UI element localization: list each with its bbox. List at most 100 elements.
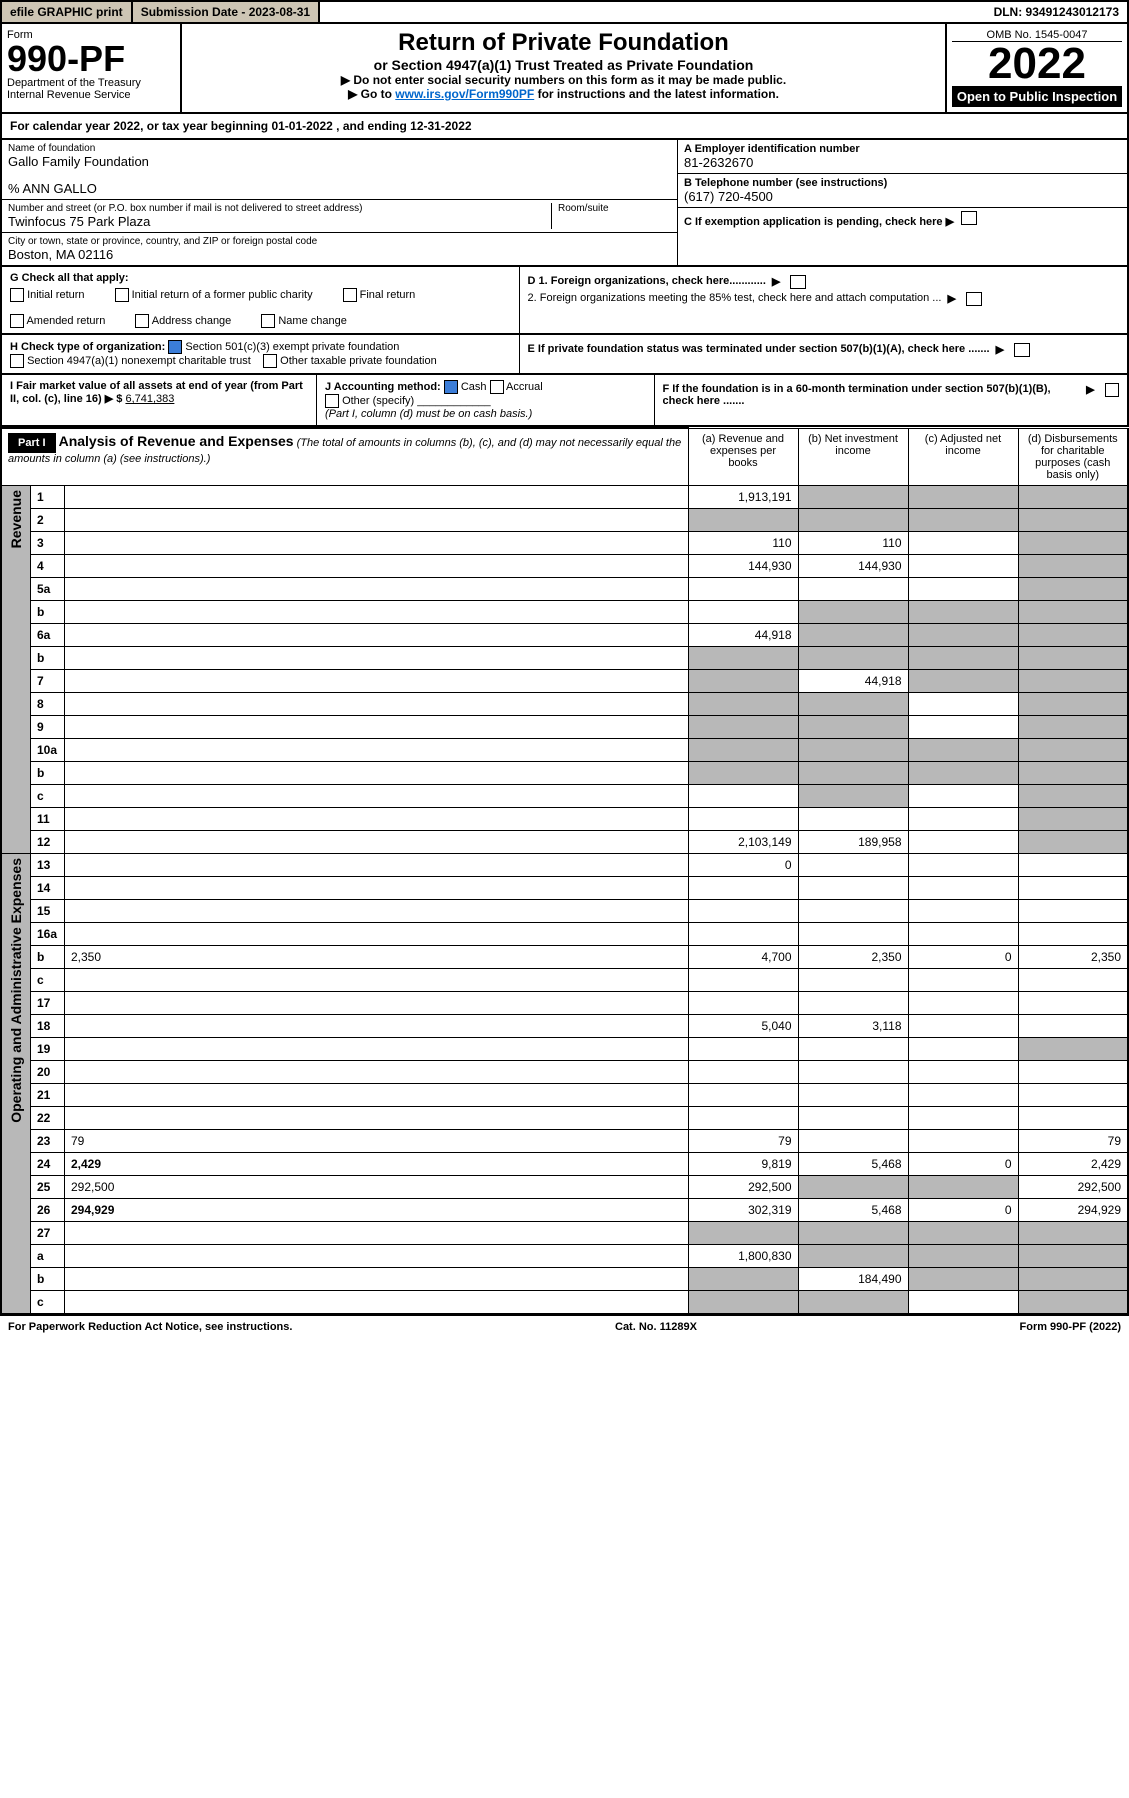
g-initial-former-checkbox[interactable] (115, 288, 129, 302)
line-number: 16a (31, 922, 65, 945)
cell-b (798, 1290, 908, 1314)
f-checkbox[interactable] (1105, 383, 1119, 397)
cell-c (908, 876, 1018, 899)
part1-label: Part I (8, 433, 56, 453)
cell-c (908, 1014, 1018, 1037)
cell-d (1018, 922, 1128, 945)
cell-a: 9,819 (688, 1152, 798, 1175)
foundation-info: Name of foundation Gallo Family Foundati… (0, 140, 1129, 267)
revenue-side-label: Revenue (8, 490, 24, 548)
cell-c (908, 1244, 1018, 1267)
cell-d (1018, 807, 1128, 830)
line-number: 17 (31, 991, 65, 1014)
dln-number: DLN: 93491243012173 (986, 2, 1127, 22)
cell-d (1018, 876, 1128, 899)
cell-a (688, 1106, 798, 1129)
line-description (65, 968, 689, 991)
h-501c3-checkbox[interactable] (168, 340, 182, 354)
line-description (65, 807, 689, 830)
cell-d (1018, 761, 1128, 784)
j-accrual-checkbox[interactable] (490, 380, 504, 394)
g-address-change-checkbox[interactable] (135, 314, 149, 328)
col-d-header: (d) Disbursements for charitable purpose… (1018, 428, 1128, 485)
j-note: (Part I, column (d) must be on cash basi… (325, 408, 532, 420)
cell-d (1018, 623, 1128, 646)
line-number: 10a (31, 738, 65, 761)
cell-d (1018, 853, 1128, 876)
cell-b (798, 1129, 908, 1152)
g-name-change-checkbox[interactable] (261, 314, 275, 328)
cell-a (688, 738, 798, 761)
line-description (65, 761, 689, 784)
line-number: 27 (31, 1221, 65, 1244)
cell-a: 144,930 (688, 554, 798, 577)
table-row: 242,4299,8195,46802,429 (1, 1152, 1128, 1175)
cell-a: 0 (688, 853, 798, 876)
page-footer: For Paperwork Reduction Act Notice, see … (0, 1315, 1129, 1338)
table-row: c (1, 784, 1128, 807)
efile-print-button[interactable]: efile GRAPHIC print (2, 2, 133, 22)
cell-a (688, 1290, 798, 1314)
cell-c (908, 1221, 1018, 1244)
line-number: 26 (31, 1198, 65, 1221)
cell-a: 79 (688, 1129, 798, 1152)
line-number: 5a (31, 577, 65, 600)
line-description (65, 1221, 689, 1244)
cell-d (1018, 1221, 1128, 1244)
g-initial-return-checkbox[interactable] (10, 288, 24, 302)
e-label: E If private foundation status was termi… (528, 343, 990, 355)
cell-d (1018, 577, 1128, 600)
cell-a: 1,800,830 (688, 1244, 798, 1267)
dept-label: Department of the Treasury (7, 77, 175, 89)
cell-b (798, 600, 908, 623)
j-cash-checkbox[interactable] (444, 380, 458, 394)
cell-a (688, 692, 798, 715)
cell-b (798, 899, 908, 922)
cell-b (798, 485, 908, 508)
e-checkbox[interactable] (1014, 343, 1030, 357)
form-header: Form 990-PF Department of the Treasury I… (0, 24, 1129, 114)
d2-checkbox[interactable] (966, 292, 982, 306)
line-description: 2,429 (65, 1152, 689, 1175)
h-4947-checkbox[interactable] (10, 354, 24, 368)
arrow-icon: ▶ (1086, 383, 1094, 396)
form-link[interactable]: www.irs.gov/Form990PF (395, 87, 534, 101)
d1-label: D 1. Foreign organizations, check here..… (528, 275, 766, 287)
cell-a (688, 876, 798, 899)
line-description (65, 554, 689, 577)
cell-d: 79 (1018, 1129, 1128, 1152)
exemption-checkbox[interactable] (961, 211, 977, 225)
g-opt-1: Initial return of a former public charit… (132, 289, 313, 301)
line-number: 23 (31, 1129, 65, 1152)
cell-c (908, 669, 1018, 692)
h-other-checkbox[interactable] (263, 354, 277, 368)
j-cash: Cash (461, 381, 487, 393)
cell-d (1018, 784, 1128, 807)
irs-label: Internal Revenue Service (7, 89, 175, 101)
table-row: c (1, 968, 1128, 991)
j-other-checkbox[interactable] (325, 394, 339, 408)
cell-c (908, 692, 1018, 715)
cell-c: 0 (908, 945, 1018, 968)
table-row: Operating and Administrative Expenses130 (1, 853, 1128, 876)
g-final-return-checkbox[interactable] (343, 288, 357, 302)
cell-b (798, 991, 908, 1014)
table-row: b2,3504,7002,35002,350 (1, 945, 1128, 968)
cell-b (798, 623, 908, 646)
part1-title: Analysis of Revenue and Expenses (59, 433, 294, 449)
table-row: c (1, 1290, 1128, 1314)
footer-mid: Cat. No. 11289X (615, 1321, 697, 1333)
cell-c: 0 (908, 1198, 1018, 1221)
cell-d: 294,929 (1018, 1198, 1128, 1221)
cell-a (688, 922, 798, 945)
cell-d (1018, 554, 1128, 577)
cell-a: 2,103,149 (688, 830, 798, 853)
cell-c (908, 991, 1018, 1014)
cell-b: 144,930 (798, 554, 908, 577)
g-amended-checkbox[interactable] (10, 314, 24, 328)
line-description: 292,500 (65, 1175, 689, 1198)
section-g-d: G Check all that apply: Initial return I… (0, 267, 1129, 335)
d1-checkbox[interactable] (790, 275, 806, 289)
cell-a: 302,319 (688, 1198, 798, 1221)
line-number: 8 (31, 692, 65, 715)
